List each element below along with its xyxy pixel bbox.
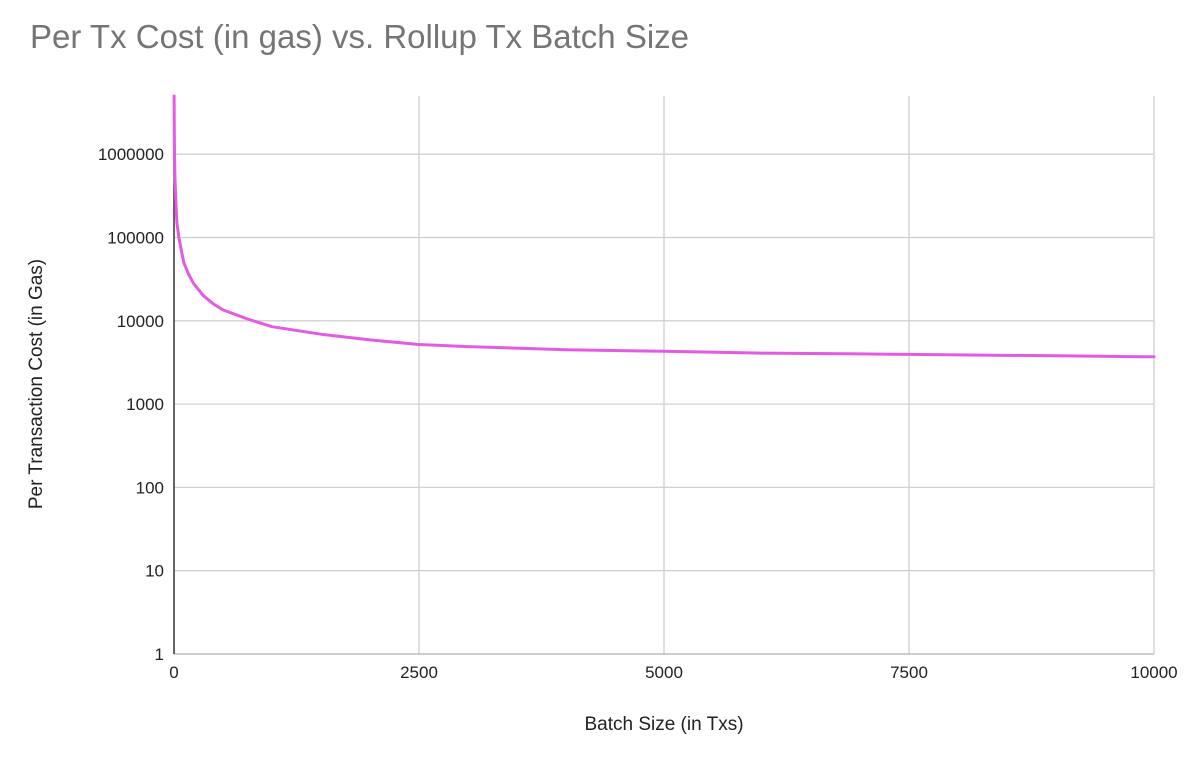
grid-lines [174, 96, 1155, 654]
y-tick-label: 100 [136, 478, 164, 497]
chart-title: Per Tx Cost (in gas) vs. Rollup Tx Batch… [30, 18, 690, 55]
tick-labels: 1 10 100 1000 10000 100000 1000000 0 2500 5000 750… [98, 145, 1178, 682]
y-tick-label: 1000 [126, 395, 164, 414]
y-tick-label: 1000000 [98, 145, 164, 164]
x-axis-title: Batch Size (in Txs) [584, 714, 743, 735]
y-tick-label: 10 [145, 562, 164, 581]
y-tick-label: 10000 [117, 312, 164, 331]
y-tick-label: 100000 [107, 229, 164, 248]
x-tick-label: 0 [169, 663, 178, 682]
series-layer [172, 94, 1156, 359]
x-tick-label: 7500 [890, 663, 928, 682]
x-tick-label: 10000 [1130, 663, 1177, 682]
y-axis-title: Per Transaction Cost (in Gas) [26, 259, 47, 509]
x-tick-label: 5000 [645, 663, 683, 682]
series-line [172, 94, 1156, 359]
y-tick-label: 1 [155, 645, 164, 664]
x-tick-label: 2500 [400, 663, 438, 682]
